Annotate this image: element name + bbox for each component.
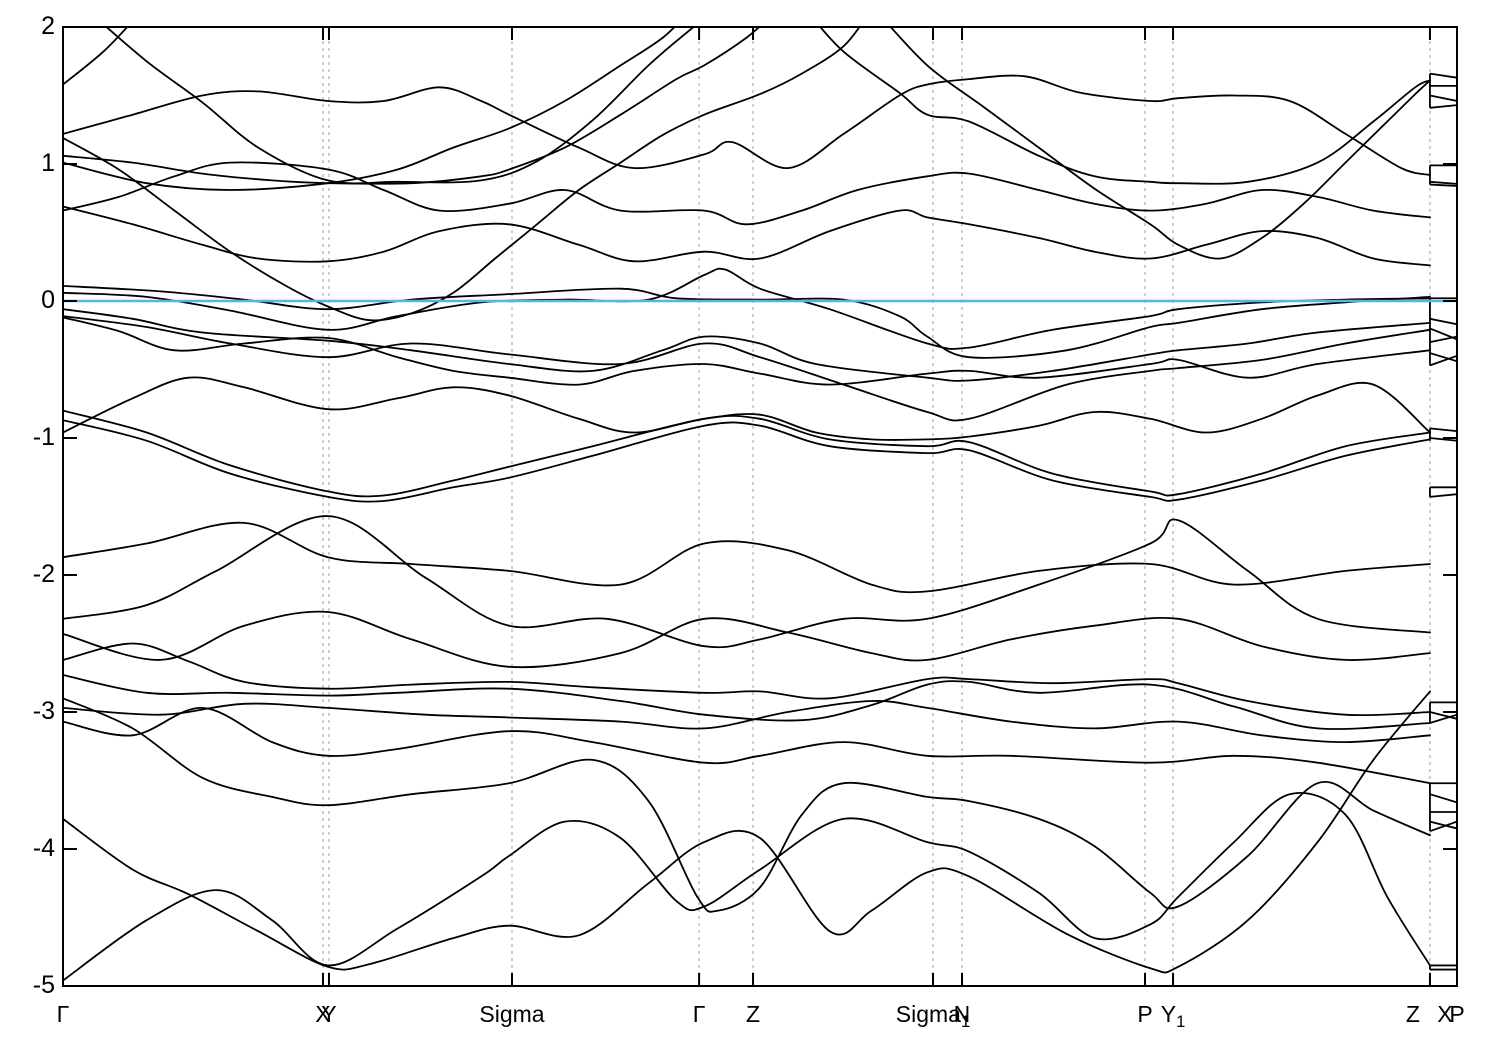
y-tick-label: -5 (32, 971, 55, 999)
panel-band-segment (1429, 180, 1457, 185)
x-tick-label: X (1437, 1001, 1453, 1027)
x-tick-label-subscript: 1 (960, 1011, 971, 1031)
y-tick-label: 1 (41, 149, 55, 177)
x-tick-label: Sigma (479, 1001, 545, 1027)
plot-border (62, 26, 1458, 987)
band-curve (63, 642, 1431, 717)
band-curve (63, 515, 1431, 649)
band-curve (63, 74, 1431, 176)
band-curve (63, 419, 1431, 503)
band-curve (63, 315, 1431, 422)
band-curve (63, 161, 1431, 226)
band-curve (63, 376, 1431, 441)
band-curve (63, 267, 1431, 350)
x-tick-label: Z (1405, 1001, 1420, 1027)
panel-band-segment (1429, 820, 1457, 833)
band-curve (889, 27, 1431, 260)
band-curve (63, 690, 1431, 974)
panel-band-segment (1429, 711, 1457, 720)
y-tick-label: -4 (32, 834, 55, 862)
band-curve (63, 521, 1431, 594)
x-tick-label: Γ (56, 1001, 70, 1027)
band-curve (63, 27, 761, 185)
panel-band-segment (1429, 317, 1457, 326)
x-tick-label: Sigma1 (895, 1001, 971, 1031)
panel-band-segment (1429, 437, 1457, 442)
y-tick-label: 2 (41, 12, 55, 40)
x-tick-label: Z (745, 1001, 761, 1027)
x-tick-label: N (953, 1001, 971, 1027)
x-tick-label: P (1449, 1001, 1465, 1027)
band-curve (63, 674, 1431, 730)
x-tick-label: Y1 (1160, 1001, 1186, 1031)
band-curve (63, 706, 1431, 785)
band-curve (63, 205, 1431, 267)
bands-group (63, 27, 1457, 982)
x-tick-label: P (1137, 1001, 1153, 1027)
panel-band-segment (1429, 793, 1457, 804)
y-tick-label: 0 (41, 286, 55, 314)
x-tick-label: Y (321, 1001, 337, 1027)
band-curve (63, 27, 676, 191)
band-curve (63, 700, 1431, 743)
y-tick-label: -3 (32, 697, 55, 725)
panel-band-segment (1429, 354, 1457, 367)
band-curve (63, 308, 1431, 382)
panel-band-segment (1429, 72, 1457, 79)
x-tick-label: X (315, 1001, 331, 1027)
y-tick-label: -2 (32, 560, 55, 588)
panel-band-segment (1429, 427, 1457, 433)
band-curve (63, 697, 1431, 913)
band-curve (63, 792, 1431, 982)
band-curve (63, 409, 1431, 498)
panel-band-segment (1429, 713, 1457, 724)
panel-band-segment (1429, 352, 1457, 363)
band-curve (63, 27, 129, 86)
band-curve (63, 316, 1431, 386)
band-curve (63, 27, 861, 322)
panel-band-segment (1429, 820, 1457, 830)
panel-band-segment (1429, 104, 1457, 109)
band-curve (63, 610, 1431, 669)
panel-band-segment (1429, 493, 1457, 498)
band-curve (105, 27, 696, 185)
x-tick-label-subscript: 1 (1176, 1011, 1186, 1031)
band-curve (819, 27, 1431, 185)
x-tick-label: Γ (692, 1001, 706, 1027)
y-tick-label: -1 (32, 423, 55, 451)
panel-band-segment (1429, 335, 1457, 343)
band-curve (63, 285, 1431, 359)
panel-band-segment (1429, 183, 1457, 187)
panel-band-segment (1429, 94, 1457, 102)
